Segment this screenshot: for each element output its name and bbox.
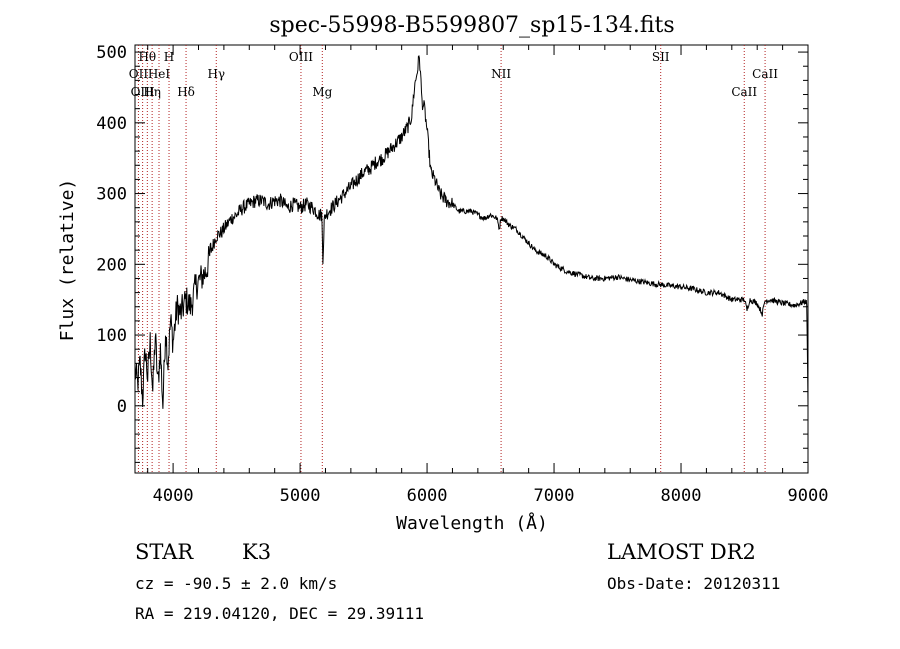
y-tick-label: 200 — [96, 255, 127, 275]
y-axis-label: Flux (relative) — [57, 179, 78, 342]
y-tick-label: 100 — [96, 326, 127, 346]
spectral-line-label: OIII — [131, 85, 155, 99]
observation-date: Obs-Date: 20120311 — [607, 574, 781, 593]
y-tick-label: 400 — [96, 114, 127, 134]
spectral-line-label: Mg — [312, 85, 332, 99]
x-tick-label: 6000 — [407, 486, 448, 506]
x-tick-label: 7000 — [534, 486, 575, 506]
spectral-line-label: SII — [652, 50, 670, 64]
x-tick-label: 4000 — [153, 486, 194, 506]
x-tick-label: 5000 — [280, 486, 321, 506]
y-tick-label: 500 — [96, 43, 127, 63]
y-tick-label: 0 — [117, 397, 127, 417]
spectral-line-label: HeI — [148, 67, 171, 81]
axis-ticks-layer: 4000 5000 6000 7000 8000 9000 0 100 200 300 400 500 — [96, 43, 828, 506]
x-tick-label: 8000 — [661, 486, 702, 506]
spectral-line-label: CaII — [752, 67, 778, 81]
chart-title: spec-55998-B5599807_sp15-134.fits — [269, 13, 674, 38]
survey-name: LAMOST DR2 — [607, 540, 756, 564]
spectral-line-label: H — [164, 50, 174, 64]
sky-coordinates: RA = 219.04120, DEC = 29.39111 — [135, 604, 424, 623]
spectral-line-label: OII — [129, 67, 149, 81]
spectral-line-label: Hγ — [207, 67, 225, 81]
spectral-line-label: CaII — [731, 85, 757, 99]
spectral-line-label: Hη — [143, 85, 161, 99]
spectral-line-label: Hδ — [177, 85, 195, 99]
spectral-line-label: OIII — [289, 50, 313, 64]
spectrum-series-line — [134, 55, 809, 409]
y-tick-label: 300 — [96, 185, 127, 205]
x-tick-label: 9000 — [788, 486, 829, 506]
x-axis-label: Wavelength (Å) — [396, 512, 548, 534]
spectral-line-label: NII — [491, 67, 511, 81]
plot-frame — [134, 44, 809, 474]
object-class: STAR — [135, 540, 194, 564]
object-subclass: K3 — [242, 540, 272, 564]
redshift-velocity: cz = -90.5 ± 2.0 km/s — [135, 574, 338, 593]
